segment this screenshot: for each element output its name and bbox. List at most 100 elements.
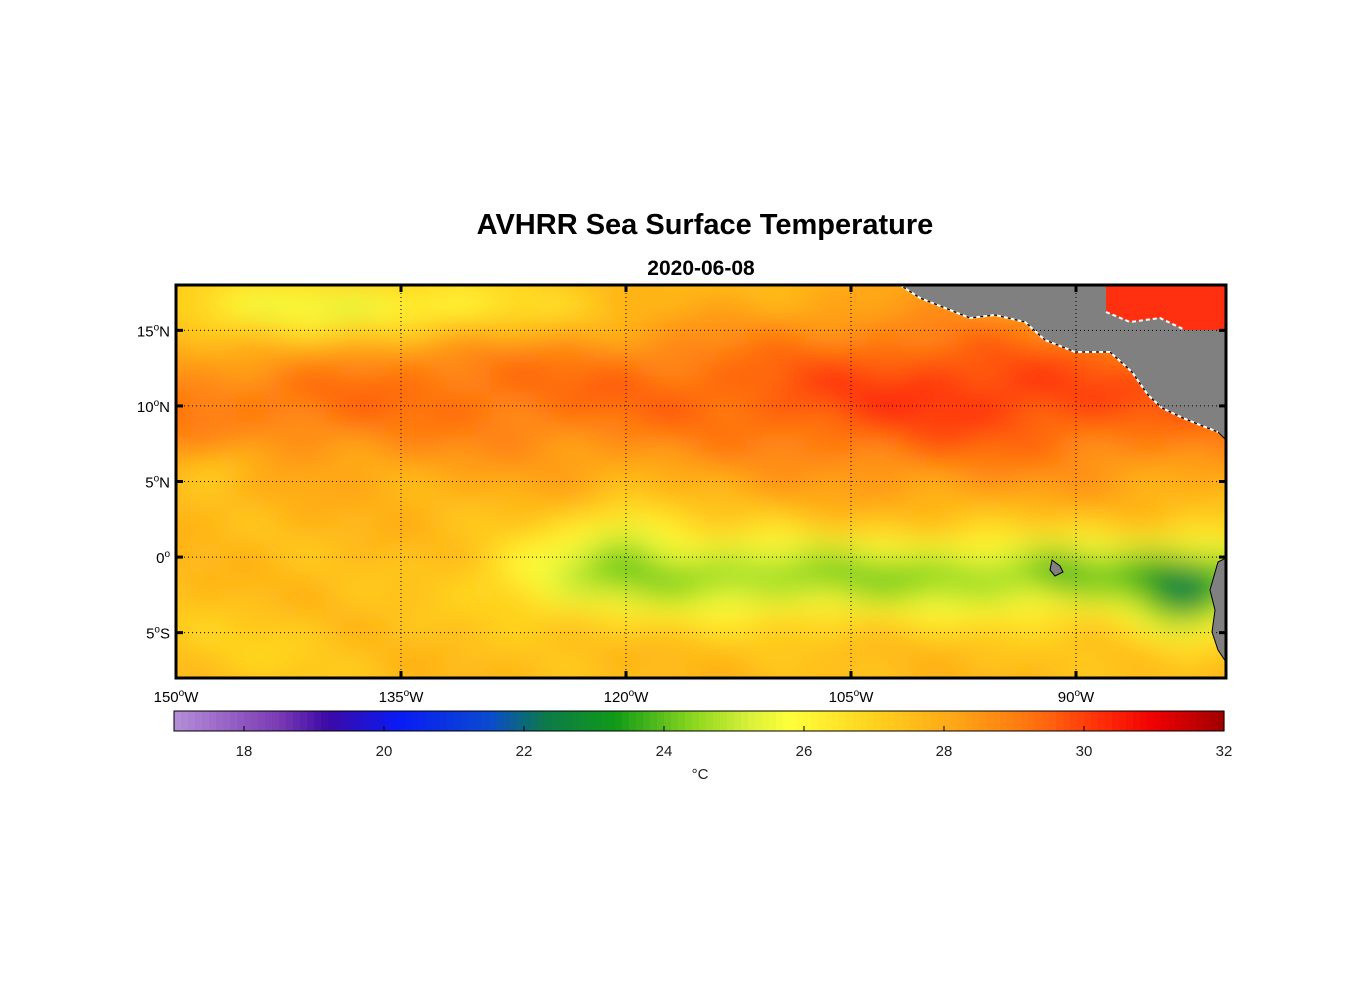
- colorbar-frame: [173, 710, 1225, 732]
- colorbar-cell: [230, 711, 238, 731]
- colorbar-cell: [573, 711, 581, 731]
- colorbar-cell: [846, 711, 854, 731]
- colorbar-cell: [398, 711, 406, 731]
- colorbar-cell: [566, 711, 574, 731]
- colorbar-cell: [377, 711, 385, 731]
- colorbar-cell: [1217, 711, 1225, 731]
- colorbar-cell: [636, 711, 644, 731]
- colorbar-cell: [335, 711, 343, 731]
- colorbar-cell: [650, 711, 658, 731]
- colorbar-cell: [1175, 711, 1183, 731]
- colorbar-tick-label: 28: [936, 743, 953, 760]
- colorbar-cell: [853, 711, 861, 731]
- colorbar-cell: [979, 711, 987, 731]
- colorbar-cell: [1042, 711, 1050, 731]
- map-gridlines: [176, 285, 1226, 678]
- y-tick-label: 5oN: [145, 474, 170, 492]
- colorbar-cell: [1056, 711, 1064, 731]
- map-axis-ticks: 150oW 135oW 120oW 105oW 90oW 15oN 10oN 5oN 0o 5oS: [137, 285, 1226, 706]
- colorbar-cell: [1168, 711, 1176, 731]
- colorbar-cell: [293, 711, 301, 731]
- colorbar-cell: [1133, 711, 1141, 731]
- colorbar-cell: [314, 711, 322, 731]
- colorbar-cell: [328, 711, 336, 731]
- colorbar-tick-label: 26: [796, 743, 813, 760]
- colorbar-cell: [671, 711, 679, 731]
- colorbar-cell: [1098, 711, 1106, 731]
- colorbar-cell: [629, 711, 637, 731]
- colorbar-cell: [559, 711, 567, 731]
- colorbar-cell: [1161, 711, 1169, 731]
- colorbar-cell: [1154, 711, 1162, 731]
- colorbar-cell: [188, 711, 196, 731]
- colorbar-tick-label: 22: [516, 743, 533, 760]
- colorbar-cell: [258, 711, 266, 731]
- colorbar-cell: [1035, 711, 1043, 731]
- map-subtitle: 2020-06-08: [647, 257, 755, 280]
- colorbar-cell: [342, 711, 350, 731]
- colorbar-cell: [538, 711, 546, 731]
- colorbar-cell: [1105, 711, 1113, 731]
- map-title: AVHRR Sea Surface Temperature: [477, 209, 934, 241]
- colorbar-cell: [909, 711, 917, 731]
- colorbar-tick-label: 20: [376, 743, 393, 760]
- colorbar-tick-label: 18: [236, 743, 253, 760]
- colorbar-cell: [706, 711, 714, 731]
- colorbar-cell: [1091, 711, 1099, 731]
- colorbar-cell: [181, 711, 189, 731]
- colorbar-cell: [713, 711, 721, 731]
- colorbar-cell: [279, 711, 287, 731]
- colorbar-cell: [1210, 711, 1218, 731]
- colorbar-cell: [594, 711, 602, 731]
- colorbar-cell: [489, 711, 497, 731]
- colorbar-cell: [517, 711, 525, 731]
- colorbar-cell: [272, 711, 280, 731]
- colorbar-cell: [692, 711, 700, 731]
- colorbar-cell: [510, 711, 518, 731]
- colorbar-cell: [818, 711, 826, 731]
- colorbar-cell: [552, 711, 560, 731]
- colorbar-cell: [1028, 711, 1036, 731]
- colorbar-cell: [307, 711, 315, 731]
- colorbar-cell: [839, 711, 847, 731]
- colorbar-cell: [482, 711, 490, 731]
- colorbar-cell: [804, 711, 812, 731]
- colorbar-cell: [1063, 711, 1071, 731]
- colorbar-cell: [237, 711, 245, 731]
- colorbar-cell: [1182, 711, 1190, 731]
- x-tick-label: 150oW: [154, 688, 200, 706]
- colorbar-cell: [601, 711, 609, 731]
- colorbar-unit-label: °C: [692, 766, 709, 783]
- colorbar-cell: [468, 711, 476, 731]
- y-tick-label: 15oN: [137, 322, 170, 340]
- south-america-land: [1209, 557, 1226, 663]
- y-tick-label: 0o: [156, 549, 170, 567]
- colorbar-cell: [1084, 711, 1092, 731]
- colorbar-cell: [937, 711, 945, 731]
- colorbar-cell: [762, 711, 770, 731]
- colorbar-cell: [1112, 711, 1120, 731]
- colorbar-cell: [195, 711, 203, 731]
- colorbar-cell: [951, 711, 959, 731]
- colorbar-cell: [965, 711, 973, 731]
- colorbar-cell: [755, 711, 763, 731]
- colorbar-cell: [321, 711, 329, 731]
- colorbar-cell: [475, 711, 483, 731]
- colorbar-cell: [587, 711, 595, 731]
- colorbar-cell: [986, 711, 994, 731]
- colorbar-cell: [433, 711, 441, 731]
- colorbar-cell: [1014, 711, 1022, 731]
- map-area: [176, 285, 1226, 678]
- colorbar-cell: [405, 711, 413, 731]
- colorbar-cell: [678, 711, 686, 731]
- colorbar-cell: [930, 711, 938, 731]
- colorbar-cell: [1147, 711, 1155, 731]
- land-mass: [899, 285, 1226, 663]
- colorbar-cell: [1049, 711, 1057, 731]
- colorbar-cell: [384, 711, 392, 731]
- colorbar-cell: [825, 711, 833, 731]
- colorbar-cell: [426, 711, 434, 731]
- colorbar-cell: [503, 711, 511, 731]
- colorbar-cell: [209, 711, 217, 731]
